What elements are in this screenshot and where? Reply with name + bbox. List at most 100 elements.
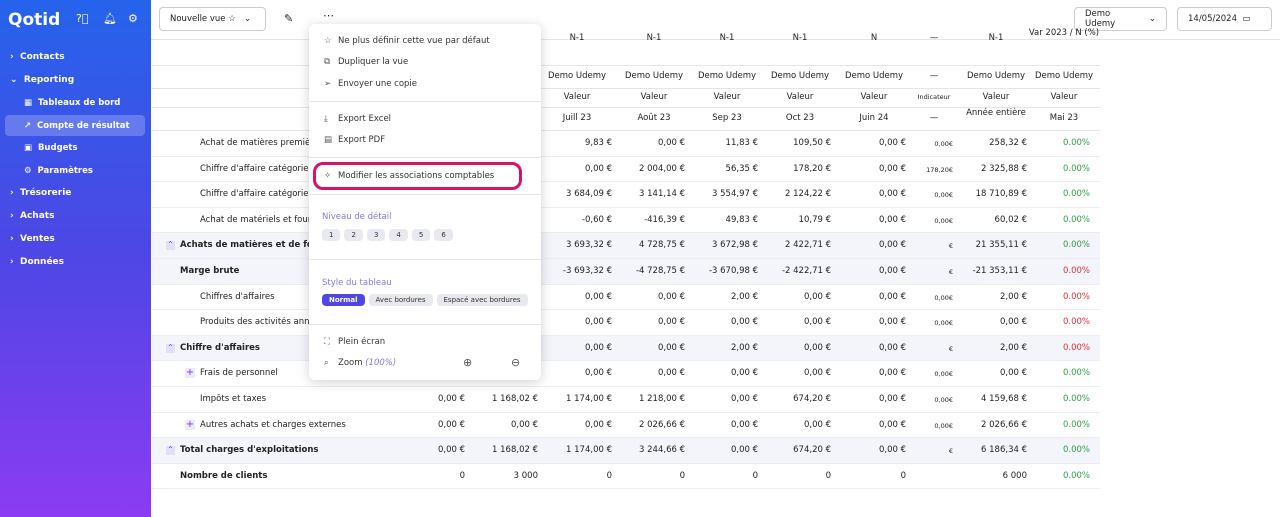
collapse-icon[interactable]: ⌃ — [166, 342, 175, 353]
table-cell: 2 004,00 € — [639, 163, 685, 174]
nav-subitem[interactable]: ↗ Compte de résultat — [24, 121, 130, 131]
header-cell: Valeur — [563, 91, 591, 102]
level-chip[interactable]: 3 — [366, 229, 386, 241]
divider — [309, 194, 541, 195]
style-chip[interactable]: Avec bordures — [368, 294, 433, 306]
menu-item[interactable]: ➢ Envoyer une copie — [324, 79, 418, 89]
table-cell: 1 174,00 € — [566, 445, 612, 456]
menu-item[interactable]: ⧉ Dupliquer la vue — [324, 57, 409, 67]
row-label: Produits des activités annex — [200, 317, 320, 328]
table-cell: 0.00% — [1062, 163, 1090, 174]
header-cell: Juill 23 — [562, 112, 592, 123]
nav-item[interactable]: › Données — [10, 257, 65, 267]
table-cell: 0,00 € — [878, 291, 906, 302]
bell-icon[interactable]: 🔔︎ — [103, 12, 117, 25]
table-cell: 21 355,11 € — [975, 240, 1027, 251]
row-label: Chiffre d'affaire catégorie 2 — [200, 189, 317, 200]
table-cell: 1 168,02 € — [492, 445, 538, 456]
menu-item[interactable]: ⛶ Plein écran — [324, 337, 386, 347]
nav-item[interactable]: › Contacts — [10, 52, 65, 62]
nav-subitem[interactable]: ⚙ Paramètres — [24, 166, 93, 176]
view-button[interactable]: Nouvelle vue ☆ ⌄ — [159, 7, 266, 31]
level-chip[interactable]: 2 — [344, 229, 363, 241]
menu-item[interactable]: ✧ Modifier les associations comptables — [324, 171, 495, 181]
table-cell: 2 026,66 € — [639, 419, 685, 430]
style-chip[interactable]: Normal — [322, 294, 365, 306]
table-cell: € — [948, 268, 953, 276]
header-cell: Demo Udemy — [624, 70, 684, 81]
table-cell: € — [948, 344, 953, 353]
nav-subitem[interactable]: ▣ Budgets — [24, 143, 78, 153]
table-cell: 0.00% — [1062, 138, 1090, 148]
level-chip[interactable]: 1 — [322, 229, 341, 241]
header-cell: Demo Udemy — [770, 70, 830, 81]
more-icon[interactable]: ⋯ — [323, 9, 334, 22]
header-cell: Année entière — [966, 107, 1026, 118]
table-cell: 0,00 € — [584, 317, 612, 328]
level-chip[interactable]: 4 — [389, 229, 408, 241]
collapse-icon[interactable]: ⌃ — [166, 445, 175, 456]
table-cell: 0.00% — [1062, 266, 1090, 276]
row-label: Achats de matières et de fournit — [180, 240, 337, 251]
settings-icon[interactable]: ⚙ — [128, 12, 138, 25]
logo[interactable]: Qotid — [8, 10, 61, 30]
table-cell: € — [948, 242, 953, 251]
divider — [309, 259, 541, 260]
header-cell: N-1 — [792, 32, 808, 43]
edit-icon[interactable]: ✎ — [284, 12, 294, 25]
table-cell: 49,83 € — [725, 214, 758, 225]
menu-item[interactable]: ▤ Export PDF — [324, 135, 386, 145]
row-label: Impôts et taxes — [200, 394, 267, 404]
header-cell: N-1 — [569, 32, 585, 43]
date-input[interactable]: 14/05/2024 ▭ — [1177, 7, 1272, 31]
row-label: Nombre de clients — [180, 470, 268, 481]
level-chip[interactable]: 5 — [411, 229, 431, 241]
expand-icon[interactable]: + — [185, 418, 195, 430]
table-cell: 2 124,22 € — [785, 189, 831, 200]
header-cell: Demo Udemy — [966, 70, 1026, 81]
nav-item[interactable]: › Trésorerie — [10, 188, 72, 198]
table-cell: 0,00 € — [657, 342, 685, 353]
row-label: Total charges d'exploitations — [180, 445, 319, 456]
nav-item[interactable]: › Ventes — [10, 234, 55, 244]
collapse-icon[interactable]: ⌃ — [166, 240, 175, 251]
nav-subitem[interactable]: ▦ Tableaux de bord — [24, 98, 121, 108]
table-cell: 0,00 € — [803, 291, 831, 302]
header-cell: N — [870, 32, 878, 43]
table-cell: 0 — [825, 470, 831, 481]
header-cell: Valeur — [860, 91, 888, 102]
zoom-in[interactable]: ⊕ — [463, 356, 473, 369]
table-cell: 0.00% — [1062, 317, 1090, 328]
table-cell: -21 353,11 € — [972, 266, 1027, 276]
zoom-out[interactable]: ⊖ — [511, 356, 521, 369]
table-cell: 0,00 € — [584, 342, 612, 353]
table-cell: 3 684,09 € — [566, 189, 612, 200]
header-cell: Demo Udemy — [844, 70, 904, 81]
header-cell: Var 2023 / N (%) — [1028, 27, 1100, 38]
help-icon[interactable]: ?⃝ — [76, 12, 89, 25]
nav-item[interactable]: › Achats — [10, 211, 55, 221]
header-cell: Sep 23 — [712, 112, 742, 123]
menu-item[interactable]: ☆ Ne plus définir cette vue par défaut — [324, 36, 490, 46]
table-cell: 0,00 € — [657, 291, 685, 302]
table-cell: 3 141,14 € — [639, 189, 685, 200]
table-cell: 0,00 € — [878, 317, 906, 328]
entity-select[interactable]: Demo Udemy ⌄ — [1074, 7, 1167, 31]
expand-icon[interactable]: + — [185, 367, 195, 379]
style-chip[interactable]: Espacé avec bordures — [436, 294, 528, 306]
table-cell: 0,00€ — [934, 216, 953, 225]
menu-item[interactable]: ⤓ Export Excel — [324, 114, 392, 124]
table-cell: 2 422,71 € — [785, 240, 831, 251]
table-cell: 2,00 € — [999, 342, 1027, 353]
row-label: Chiffres d'affaires — [200, 291, 275, 302]
table-cell: 0,00 € — [878, 368, 906, 379]
level-chip[interactable]: 6 — [434, 229, 453, 241]
nav-item[interactable]: ⌄ Reporting — [10, 75, 75, 85]
table-cell: 3 000 — [513, 470, 538, 481]
table-cell: 0,00 € — [584, 419, 612, 430]
table-cell: 0,00 € — [878, 240, 906, 251]
header-cell: Valeur — [982, 91, 1010, 102]
row-label: Marge brute — [180, 266, 240, 276]
table-cell: 0,00 € — [999, 368, 1027, 379]
table-cell: 2,00 € — [730, 342, 758, 353]
